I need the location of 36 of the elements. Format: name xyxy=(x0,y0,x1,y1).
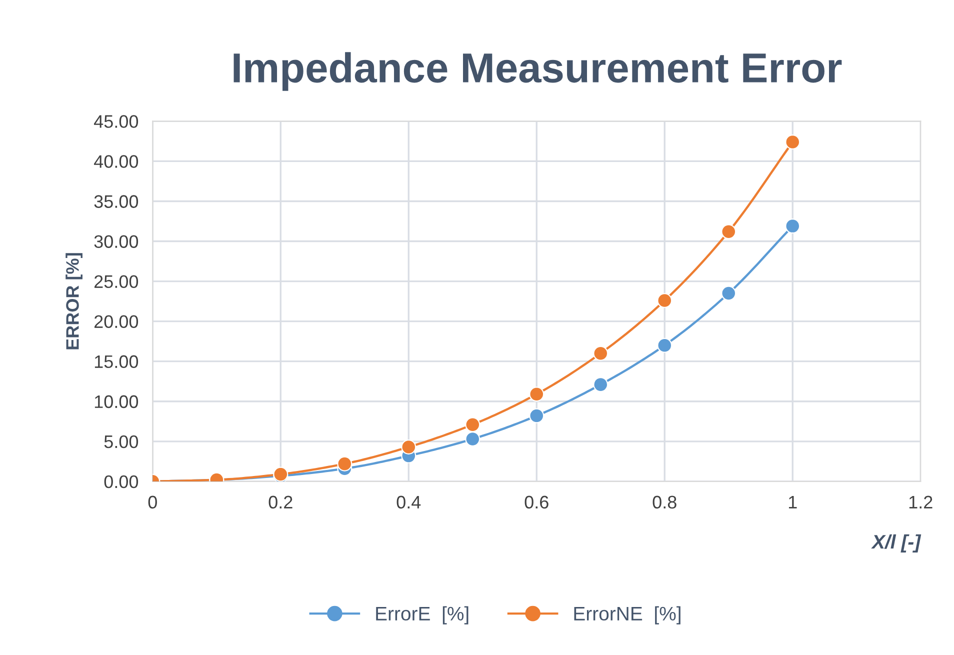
point xyxy=(337,456,352,472)
point xyxy=(593,346,608,361)
point xyxy=(465,417,480,432)
y-tick-label: 45.00 xyxy=(94,115,138,128)
point xyxy=(785,134,800,150)
x-tick-label: 1.2 xyxy=(909,496,932,508)
y-tick-label: 15.00 xyxy=(94,355,138,368)
y-tick-label: 10.00 xyxy=(94,395,138,408)
point xyxy=(529,408,544,424)
point xyxy=(657,293,672,308)
y-tick-label: 20.00 xyxy=(94,315,138,328)
x-tick-label: 0.8 xyxy=(652,496,676,509)
x-tick-label: 0.6 xyxy=(524,496,548,509)
legend-label: ErrorE [%] xyxy=(376,606,468,624)
y-tick-label: 5.00 xyxy=(104,435,138,448)
legend-label: ErrorNE [%] xyxy=(574,606,680,624)
point xyxy=(529,386,544,402)
point xyxy=(785,218,800,234)
x-tick-label: 0 xyxy=(148,496,157,509)
point xyxy=(657,338,672,353)
point xyxy=(593,377,608,392)
point xyxy=(465,431,480,446)
point xyxy=(721,286,736,301)
y-axis-title: ERROR [%] xyxy=(66,253,82,350)
x-axis-title: X/l [-] xyxy=(871,534,922,552)
chart-title: Impedance Measurement Error xyxy=(234,52,842,91)
x-tick-label: 1 xyxy=(788,496,797,508)
y-tick-label: 25.00 xyxy=(94,275,138,288)
point xyxy=(401,440,416,454)
y-tick-label: 40.00 xyxy=(94,155,138,168)
x-tick-label: 0.2 xyxy=(268,496,292,509)
y-tick-label: 30.00 xyxy=(94,235,138,248)
y-tick-label: 35.00 xyxy=(94,195,138,208)
y-tick-label: 0.00 xyxy=(104,475,138,488)
x-tick-label: 0.4 xyxy=(396,496,421,509)
point xyxy=(721,224,736,240)
